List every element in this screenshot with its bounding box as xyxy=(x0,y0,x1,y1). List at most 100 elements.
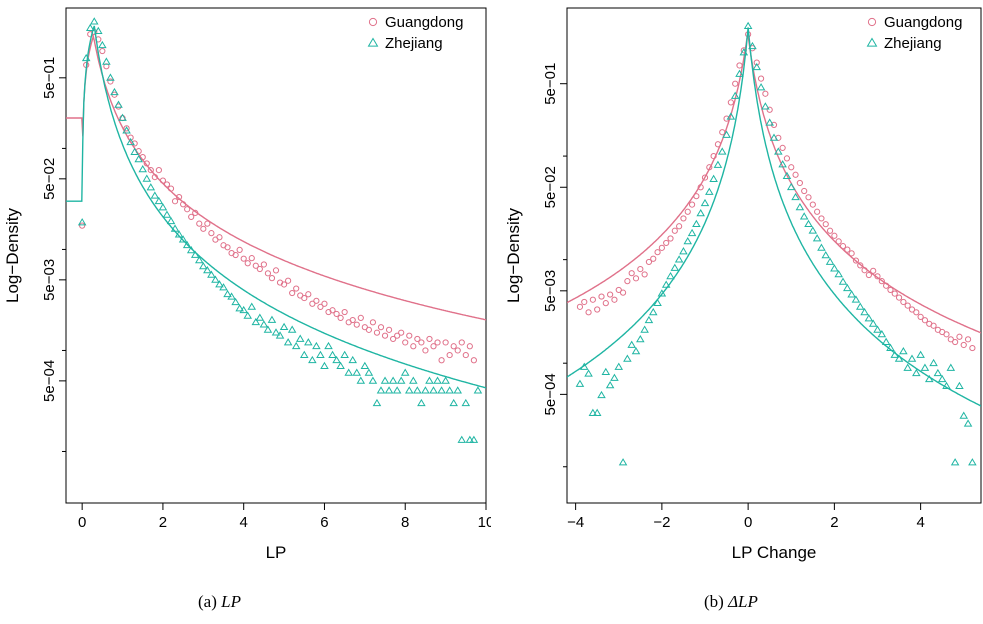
data-point-zhejiang xyxy=(873,325,882,333)
data-point-guangdong xyxy=(650,255,657,262)
data-point-guangdong xyxy=(943,331,950,338)
data-point-zhejiang xyxy=(441,376,450,384)
data-point-zhejiang xyxy=(636,334,645,343)
data-point-guangdong xyxy=(887,286,894,294)
data-point-zhejiang xyxy=(457,435,467,443)
data-point-zhejiang xyxy=(106,73,115,81)
data-point-zhejiang xyxy=(340,350,349,358)
data-point-guangdong xyxy=(964,336,972,343)
plot-area xyxy=(66,17,486,443)
data-point-zhejiang xyxy=(575,379,585,387)
data-point-zhejiang xyxy=(648,307,658,316)
x-tick-label: 8 xyxy=(401,514,409,531)
data-point-zhejiang xyxy=(235,304,244,312)
data-point-guangdong xyxy=(414,335,421,343)
data-point-guangdong xyxy=(200,225,207,232)
data-point-guangdong xyxy=(192,209,199,216)
data-point-zhejiang xyxy=(696,208,705,217)
data-point-guangdong xyxy=(208,230,215,237)
data-point-zhejiang xyxy=(251,317,261,326)
data-point-zhejiang xyxy=(376,386,386,394)
data-point-guangdong xyxy=(684,208,691,215)
data-point-zhejiang xyxy=(717,147,727,155)
legend-label-zhejiang: Zhejiang xyxy=(884,35,942,52)
data-point-guangdong xyxy=(293,285,300,292)
x-tick-label: 0 xyxy=(744,514,752,531)
data-point-zhejiang xyxy=(912,368,921,377)
data-point-guangdong xyxy=(248,255,255,262)
data-point-zhejiang xyxy=(627,340,636,348)
data-point-guangdong xyxy=(701,174,709,181)
data-point-zhejiang xyxy=(795,202,805,211)
data-point-zhejiang xyxy=(223,289,232,298)
y-tick-label: 5e−02 xyxy=(542,166,559,208)
data-point-zhejiang xyxy=(588,408,598,416)
data-point-zhejiang xyxy=(674,255,684,263)
data-point-guangdong xyxy=(402,339,409,346)
data-point-guangdong xyxy=(624,278,631,285)
data-point-zhejiang xyxy=(605,381,615,389)
data-point-zhejiang xyxy=(182,240,192,249)
data-point-guangdong xyxy=(175,193,183,201)
data-point-guangdong xyxy=(835,238,842,245)
data-point-guangdong xyxy=(244,260,251,267)
data-point-guangdong xyxy=(594,306,601,313)
data-point-zhejiang xyxy=(194,255,204,264)
data-point-zhejiang xyxy=(924,374,934,383)
data-point-guangdong xyxy=(268,275,276,282)
x-axis-title: LP Change xyxy=(732,543,817,562)
data-point-guangdong xyxy=(947,336,954,343)
x-tick-label: 0 xyxy=(78,514,86,531)
data-point-zhejiang xyxy=(968,458,977,466)
data-point-zhejiang xyxy=(778,160,787,168)
data-point-zhejiang xyxy=(631,347,641,355)
data-point-zhejiang xyxy=(791,192,800,201)
data-point-zhejiang xyxy=(174,230,184,238)
data-point-zhejiang xyxy=(384,386,394,394)
x-axis-title: LP xyxy=(266,543,287,562)
data-point-guangdong xyxy=(848,250,855,257)
data-point-zhejiang xyxy=(267,315,277,323)
data-point-guangdong xyxy=(710,152,717,160)
data-point-guangdong xyxy=(969,344,976,352)
data-point-guangdong xyxy=(430,343,437,350)
data-point-zhejiang xyxy=(263,325,273,333)
data-point-guangdong xyxy=(131,140,138,147)
data-point-guangdong xyxy=(155,167,162,174)
data-point-guangdong xyxy=(908,306,916,313)
data-point-zhejiang xyxy=(114,100,123,108)
x-tick-label: 2 xyxy=(159,514,167,531)
data-point-guangdong xyxy=(280,281,288,288)
y-tick-label: 5e−01 xyxy=(542,63,559,105)
data-point-zhejiang xyxy=(735,69,744,77)
data-point-guangdong xyxy=(466,343,473,350)
data-point-guangdong xyxy=(406,332,413,339)
data-point-zhejiang xyxy=(929,358,938,367)
data-point-guangdong xyxy=(878,278,885,285)
data-point-zhejiang xyxy=(150,191,160,199)
data-point-guangdong xyxy=(188,213,195,220)
data-point-zhejiang xyxy=(425,376,434,384)
data-point-guangdong xyxy=(410,343,417,350)
data-point-zhejiang xyxy=(360,361,370,369)
data-point-zhejiang xyxy=(85,23,95,32)
data-point-zhejiang xyxy=(356,376,366,384)
legend-label-guangdong: Guangdong xyxy=(385,14,463,31)
data-point-zhejiang xyxy=(963,419,973,427)
data-point-guangdong xyxy=(365,326,372,333)
data-point-zhejiang xyxy=(817,243,826,251)
data-point-guangdong xyxy=(147,167,154,174)
data-point-zhejiang xyxy=(899,347,908,355)
data-point-guangdong xyxy=(602,300,609,307)
data-point-zhejiang xyxy=(421,386,430,394)
data-point-zhejiang xyxy=(207,270,216,278)
data-point-zhejiang xyxy=(592,408,602,416)
data-point-guangdong xyxy=(337,314,344,322)
data-point-guangdong xyxy=(727,99,734,106)
data-point-guangdong xyxy=(753,59,760,66)
data-point-guangdong xyxy=(438,357,445,364)
data-point-guangdong xyxy=(693,193,700,200)
data-point-guangdong xyxy=(232,251,239,259)
data-point-guangdong xyxy=(900,298,907,306)
data-point-zhejiang xyxy=(291,341,301,350)
